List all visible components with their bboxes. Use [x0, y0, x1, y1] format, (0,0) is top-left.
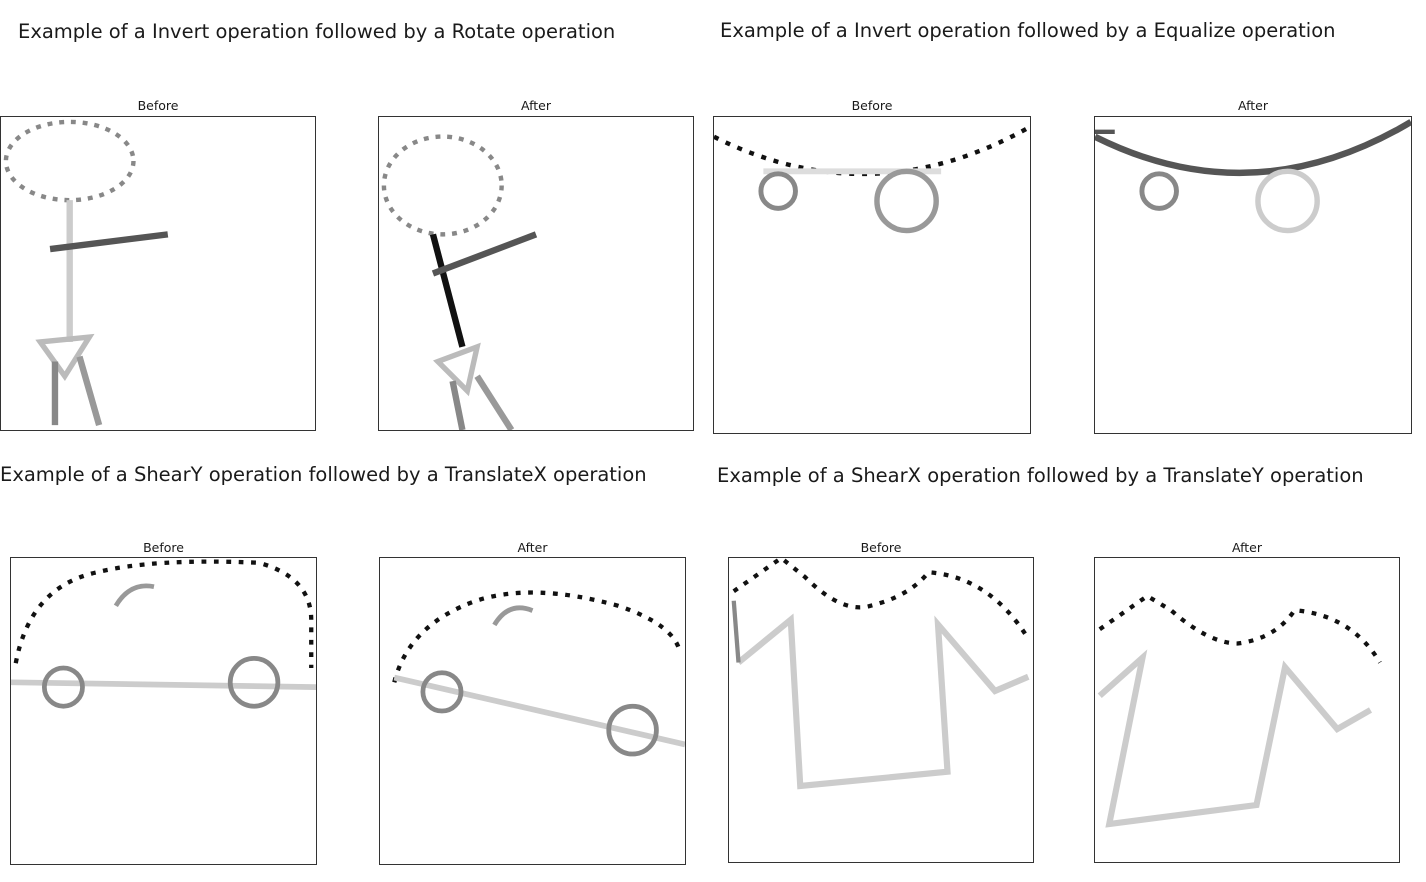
after-label: After: [1231, 540, 1263, 555]
before-panel: [10, 557, 317, 865]
example-title: Example of a ShearX operation followed b…: [717, 464, 1364, 487]
example-title: Example of a Invert operation followed b…: [720, 19, 1336, 42]
after-panel: [379, 557, 686, 865]
after-panel: [1094, 116, 1412, 434]
after-panel: [378, 116, 694, 431]
before-label: Before: [860, 540, 902, 555]
stick-figure-sketch-rotated: [381, 134, 538, 430]
after-label: After: [517, 540, 548, 555]
skateboard-sketch: [714, 124, 1030, 234]
example-title: Example of a ShearY operation followed b…: [0, 463, 647, 486]
before-label: Before: [143, 540, 184, 555]
before-panel: [0, 116, 316, 431]
after-panel: [1094, 557, 1400, 863]
tshirt-sketch: [731, 558, 1031, 790]
example-title: Example of a Invert operation followed b…: [18, 20, 616, 43]
before-panel: [713, 116, 1031, 434]
stick-figure-sketch: [3, 119, 169, 426]
car-sketch: [11, 559, 316, 709]
before-label: Before: [851, 98, 893, 113]
tshirt-sketch-sheared-translated: [1097, 593, 1382, 828]
after-label: After: [520, 98, 552, 113]
car-sketch-sheared-translated: [392, 590, 685, 757]
after-label: After: [1237, 98, 1269, 113]
before-label: Before: [137, 98, 179, 113]
before-panel: [728, 557, 1034, 863]
skateboard-sketch-equalized: [1095, 119, 1411, 234]
